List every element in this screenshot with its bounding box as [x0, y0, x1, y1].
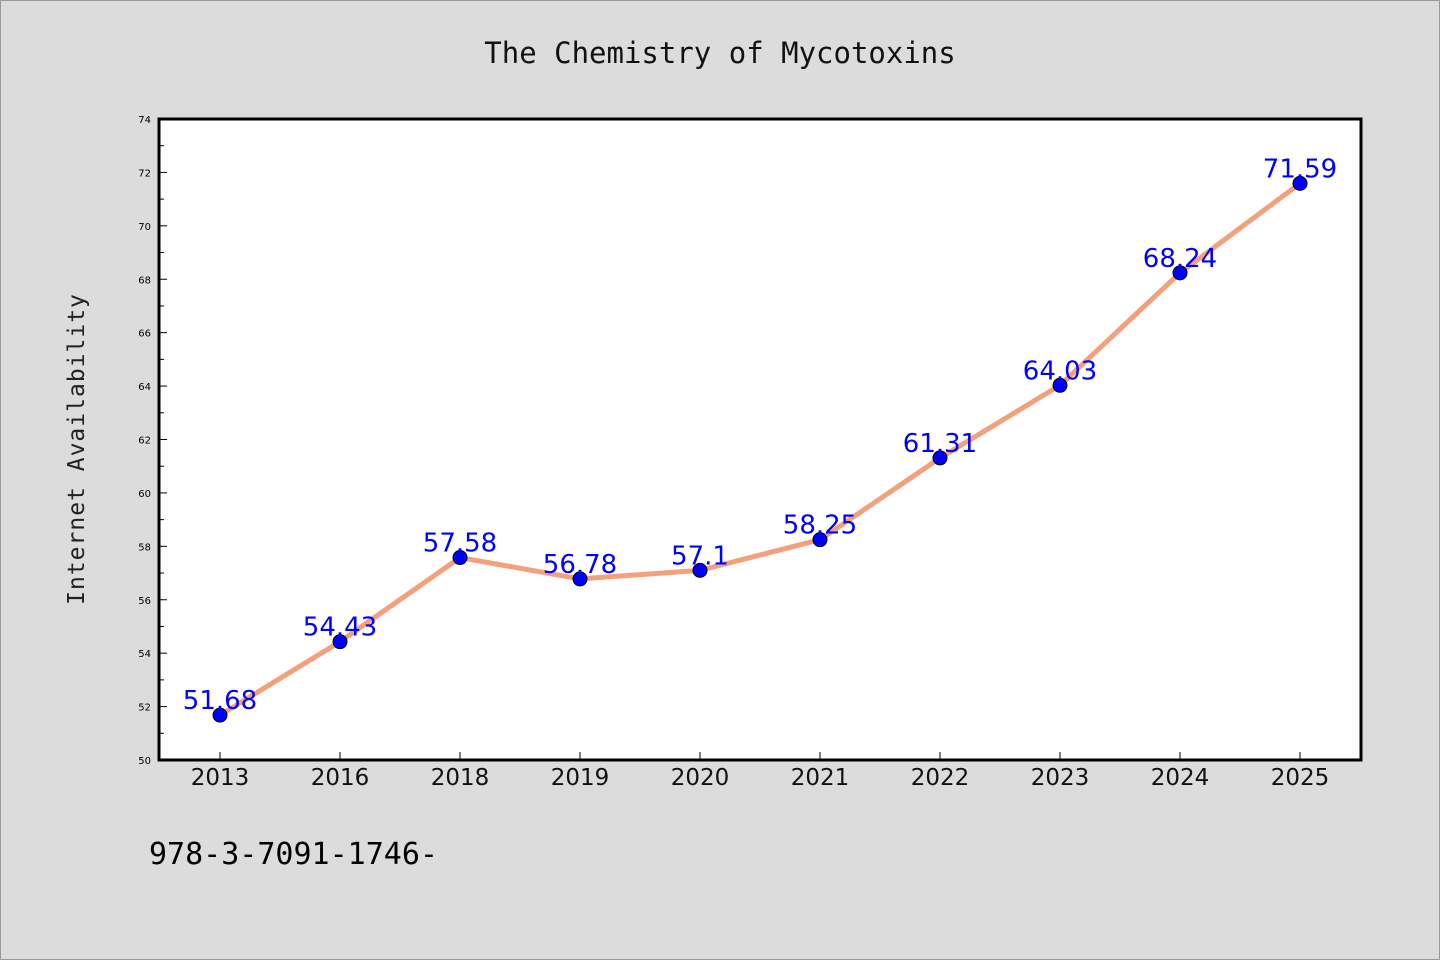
series-markers [212, 175, 1308, 723]
data-label: 61.31 [903, 429, 977, 459]
data-point [572, 571, 588, 587]
x-tick-label: 2023 [1031, 765, 1090, 791]
data-label: 57.58 [423, 529, 497, 559]
y-tick-label: 54 [138, 649, 151, 660]
y-tick-label: 50 [138, 756, 151, 767]
y-tick-label: 62 [138, 436, 151, 447]
y-tick-label: 60 [138, 489, 151, 500]
x-tick-label: 2025 [1271, 765, 1330, 791]
data-point [932, 450, 948, 466]
chart-title: The Chemistry of Mycotoxins [484, 36, 955, 70]
data-point [332, 634, 348, 650]
data-point [212, 707, 228, 723]
data-label: 57.1 [671, 541, 729, 571]
data-point [1292, 175, 1308, 191]
x-tick-label: 2016 [311, 765, 370, 791]
y-tick-label: 68 [138, 275, 151, 286]
data-label: 68.24 [1143, 244, 1217, 274]
x-tick-label: 2020 [671, 765, 730, 791]
data-point [452, 550, 468, 566]
y-axis-ticks: 50 52 54 56 58 60 62 64 66 68 70 72 74 [138, 115, 167, 767]
data-label: 51.68 [183, 686, 257, 716]
y-tick-label: 70 [138, 222, 151, 233]
y-tick-label: 74 [138, 115, 151, 126]
y-tick-label: 72 [138, 168, 151, 179]
x-tick-label: 2018 [431, 765, 490, 791]
y-tick-label: 56 [138, 596, 151, 607]
x-tick-label: 2019 [551, 765, 610, 791]
y-tick-label: 66 [138, 329, 151, 340]
y-tick-label: 64 [138, 382, 151, 393]
y-tick-label: 52 [138, 703, 151, 714]
x-axis-ticks: 2013 2016 2018 2019 2020 2021 2022 2023 2024 2025 [191, 752, 1330, 791]
x-tick-label: 2021 [791, 765, 850, 791]
data-label: 56.78 [543, 550, 617, 580]
data-point [812, 532, 828, 548]
data-label: 54.43 [303, 613, 377, 643]
plot-area [157, 117, 1363, 762]
x-tick-label: 2013 [191, 765, 250, 791]
data-point [692, 562, 708, 578]
data-point [1052, 377, 1068, 393]
x-tick-label: 2022 [911, 765, 970, 791]
data-labels: 51.68 54.43 57.58 56.78 57.1 58.25 61.31 64.03 6… [183, 154, 1337, 716]
series-line-path [217, 180, 1303, 718]
series-line [217, 180, 1303, 718]
data-label: 71.59 [1263, 154, 1337, 184]
data-point [1172, 265, 1188, 281]
x-tick-label: 2024 [1151, 765, 1210, 791]
data-label: 64.03 [1023, 356, 1097, 386]
y-tick-label: 58 [138, 542, 151, 553]
y-axis-label: Internet Availability [64, 293, 90, 605]
data-label: 58.25 [783, 511, 857, 541]
footer-text: 978-3-7091-1746- [149, 837, 438, 872]
